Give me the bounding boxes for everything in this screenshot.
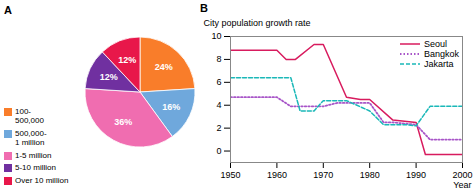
html-text:Over 10 million: Over 10 million bbox=[15, 175, 69, 185]
html-text:Jakarta: Jakarta bbox=[424, 59, 454, 69]
svg-text:1970: 1970 bbox=[313, 170, 333, 180]
html-text:A: A bbox=[4, 4, 12, 16]
svg-text:12%: 12% bbox=[100, 72, 118, 82]
svg-text:2000: 2000 bbox=[452, 170, 472, 180]
svg-text:6: 6 bbox=[216, 77, 221, 87]
svg-text:36%: 36% bbox=[114, 117, 132, 127]
svg-text:City population growth rate: City population growth rate bbox=[204, 18, 311, 28]
html-text:100- 500,000: 100- 500,000 bbox=[15, 106, 44, 125]
svg-text:1950: 1950 bbox=[220, 170, 240, 180]
html-text:Bangkok: Bangkok bbox=[424, 49, 459, 59]
svg-text:4: 4 bbox=[216, 100, 221, 110]
html-text:Seoul: Seoul bbox=[424, 39, 447, 49]
svg-text:1960: 1960 bbox=[267, 170, 287, 180]
svg-text:Year: Year bbox=[453, 180, 471, 190]
html-text:1-5 million: 1-5 million bbox=[15, 150, 52, 160]
svg-text:12%: 12% bbox=[118, 55, 136, 65]
svg-text:0: 0 bbox=[216, 146, 221, 156]
svg-text:2: 2 bbox=[216, 123, 221, 133]
html-text:B: B bbox=[200, 2, 208, 14]
svg-text:8: 8 bbox=[216, 54, 221, 64]
svg-text:1980: 1980 bbox=[360, 170, 380, 180]
html-text:500,000- 1 million: 500,000- 1 million bbox=[15, 128, 47, 147]
svg-text:24%: 24% bbox=[155, 62, 173, 72]
svg-text:16%: 16% bbox=[162, 102, 180, 112]
html-text:5-10 million: 5-10 million bbox=[15, 163, 56, 172]
svg-text:1990: 1990 bbox=[406, 170, 426, 180]
svg-text:10: 10 bbox=[211, 31, 221, 41]
